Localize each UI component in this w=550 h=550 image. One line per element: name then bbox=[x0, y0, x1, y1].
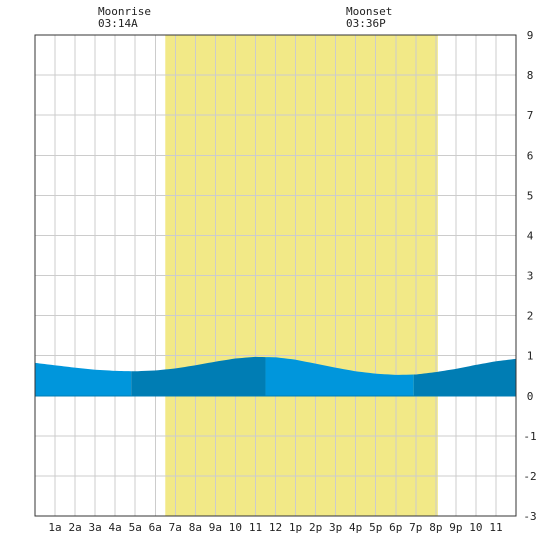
x-tick-label: 5p bbox=[369, 521, 382, 534]
x-tick-label: 5a bbox=[129, 521, 142, 534]
x-tick-label: 8p bbox=[429, 521, 442, 534]
x-tick-label: 7p bbox=[409, 521, 422, 534]
x-tick-label: 1a bbox=[48, 521, 61, 534]
y-tick-label: 6 bbox=[527, 149, 534, 162]
x-tick-label: 9a bbox=[209, 521, 222, 534]
tide-area-band bbox=[265, 357, 414, 396]
x-tick-label: 3a bbox=[89, 521, 102, 534]
y-tick-label: -1 bbox=[523, 430, 536, 443]
x-tick-label: 12 bbox=[269, 521, 282, 534]
plot-border bbox=[34, 34, 517, 517]
tide-area-band bbox=[131, 356, 266, 396]
tide-area-band bbox=[35, 362, 132, 396]
x-tick-label: 8a bbox=[189, 521, 202, 534]
y-tick-label: 0 bbox=[527, 390, 534, 403]
x-tick-label: 9p bbox=[449, 521, 462, 534]
x-tick-label: 3p bbox=[329, 521, 342, 534]
tide-area-band bbox=[413, 358, 516, 396]
x-tick-label: 4p bbox=[349, 521, 362, 534]
y-tick-label: 5 bbox=[527, 189, 534, 202]
y-tick-label: 1 bbox=[527, 350, 534, 363]
y-tick-label: -3 bbox=[523, 510, 536, 523]
moonrise-title: Moonrise bbox=[98, 5, 151, 18]
moonset-title: Moonset bbox=[346, 5, 393, 18]
x-tick-label: 7a bbox=[169, 521, 182, 534]
y-tick-label: 3 bbox=[527, 270, 534, 283]
moonrise-time: 03:14A bbox=[98, 17, 138, 30]
x-tick-label: 4a bbox=[109, 521, 122, 534]
x-tick-label: 6p bbox=[389, 521, 402, 534]
moonset-time: 03:36P bbox=[346, 17, 386, 30]
moonset-label: Moonset 03:36P bbox=[346, 6, 392, 30]
y-tick-label: 2 bbox=[527, 310, 534, 323]
y-tick-label: 4 bbox=[527, 229, 534, 242]
x-tick-label: 11 bbox=[489, 521, 502, 534]
y-tick-label: -2 bbox=[523, 470, 536, 483]
y-tick-label: 7 bbox=[527, 109, 534, 122]
y-tick-label: 8 bbox=[527, 69, 534, 82]
y-tick-label: 9 bbox=[527, 29, 534, 42]
x-tick-label: 10 bbox=[229, 521, 242, 534]
x-tick-label: 1p bbox=[289, 521, 302, 534]
x-tick-label: 11 bbox=[249, 521, 262, 534]
x-tick-label: 2a bbox=[68, 521, 81, 534]
x-tick-label: 6a bbox=[149, 521, 162, 534]
x-tick-label: 10 bbox=[469, 521, 482, 534]
x-tick-label: 2p bbox=[309, 521, 322, 534]
moonrise-label: Moonrise 03:14A bbox=[98, 6, 151, 30]
